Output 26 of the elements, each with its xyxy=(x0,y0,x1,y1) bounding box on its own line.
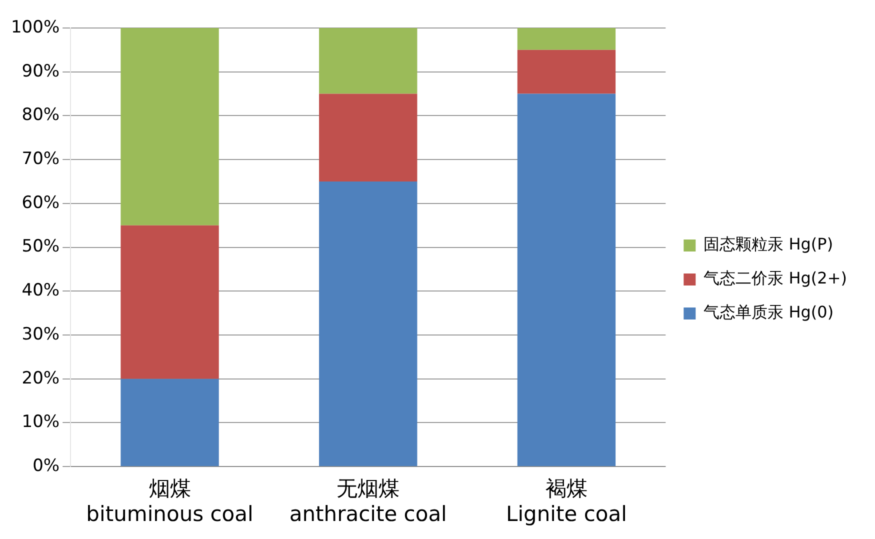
y-tick-label: 10% xyxy=(22,412,60,432)
y-tick-label: 20% xyxy=(22,368,60,388)
x-tick-label: 褐煤 Lignite coal xyxy=(506,476,627,526)
bar xyxy=(319,182,418,466)
x-tick-label: 烟煤 bituminous coal xyxy=(86,476,254,526)
y-tick-label: 40% xyxy=(22,280,60,301)
y-tick-label: 30% xyxy=(22,324,60,344)
bar xyxy=(517,94,616,466)
bar xyxy=(517,28,616,50)
y-tick-label: 90% xyxy=(22,61,60,82)
legend-label: 气态单质汞 Hg(0) xyxy=(704,302,834,322)
bar xyxy=(120,378,219,466)
legend-label: 固态颗粒汞 Hg(P) xyxy=(704,234,834,254)
bar xyxy=(319,94,418,182)
y-tick-label: 0% xyxy=(32,456,60,476)
bar xyxy=(120,225,219,379)
x-tick-label: 无烟煤 anthracite coal xyxy=(289,476,447,526)
bar xyxy=(120,28,219,226)
y-tick-label: 60% xyxy=(22,192,60,213)
y-tick-label: 80% xyxy=(22,105,60,126)
bar xyxy=(319,28,418,94)
legend-label: 气态二价汞 Hg(2+) xyxy=(704,268,847,288)
y-tick-label: 100% xyxy=(10,17,60,38)
y-tick-label: 50% xyxy=(22,236,60,257)
bar xyxy=(517,50,616,94)
y-tick-label: 70% xyxy=(22,149,60,169)
